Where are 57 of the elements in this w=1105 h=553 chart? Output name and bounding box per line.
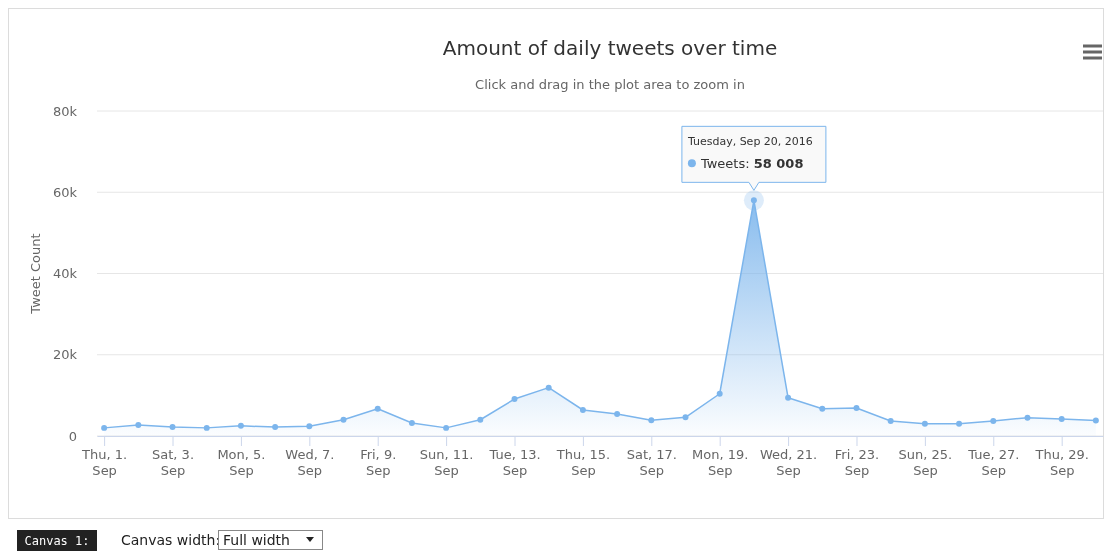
point [579, 407, 586, 413]
point [101, 424, 108, 431]
text: Full width [223, 532, 290, 548]
y-axis-title: Tweet Count [28, 233, 43, 315]
y-tick-label: 80k [52, 103, 78, 119]
point [237, 422, 244, 429]
point [545, 384, 552, 391]
x-tick-label: Tue, 13. Sep [488, 447, 541, 478]
x-tick-label: Tue, 27. Sep [967, 447, 1020, 478]
point [477, 416, 484, 423]
x-tick-label: Wed, 7. Sep [285, 447, 335, 478]
annotation: Tweets: 58 008 [699, 156, 804, 172]
point [306, 423, 313, 430]
point [853, 404, 860, 411]
y-tick-label: 20k [52, 347, 78, 363]
text: Canvas width: [121, 532, 221, 548]
x-tick-label: Fri, 9. Sep [360, 447, 397, 478]
point [819, 405, 826, 412]
y-tick-label: 60k [52, 184, 78, 200]
point [340, 416, 347, 423]
point [374, 405, 381, 412]
point [272, 424, 279, 431]
x-tick-label: Sun, 11. Sep [419, 447, 474, 478]
point [921, 420, 928, 427]
point [1024, 414, 1031, 421]
point [1092, 417, 1099, 424]
x-tick-label: Sat, 3. Sep [152, 447, 195, 478]
text: Canvas 1: [24, 534, 90, 548]
point [648, 417, 655, 424]
point [614, 411, 621, 418]
y-tick-label: 40k [52, 266, 78, 282]
point [443, 424, 450, 431]
y-tick-label: 0 [68, 428, 77, 444]
point [511, 396, 518, 403]
x-tick-label: Mon, 5. Sep [217, 447, 266, 478]
x-tick-label: Thu, 29. Sep [1034, 447, 1089, 478]
annotation: Tuesday, Sep 20, 2016 [686, 135, 813, 149]
point [785, 394, 792, 401]
chart-subtitle: Click and drag in the plot area to zoom in [475, 77, 745, 92]
point [1058, 415, 1065, 422]
x-tick-label: Sat, 17. Sep [626, 447, 677, 478]
point [408, 420, 415, 426]
x-tick-label: Wed, 21. Sep [759, 447, 818, 478]
x-tick-label: Fri, 23. Sep [834, 447, 880, 478]
chart-title: Amount of daily tweets over time [442, 36, 778, 60]
point [135, 422, 142, 429]
point [990, 417, 997, 424]
point [203, 424, 210, 431]
point [716, 390, 723, 397]
x-tick-label: Sun, 25. Sep [898, 447, 953, 478]
point [169, 424, 176, 431]
x-tick-label: Thu, 1. Sep [81, 447, 128, 478]
x-tick-label: Mon, 19. Sep [692, 447, 749, 478]
point [887, 417, 894, 424]
point [682, 414, 689, 421]
x-tick-label: Thu, 15. Sep [555, 447, 611, 478]
point [956, 420, 963, 427]
